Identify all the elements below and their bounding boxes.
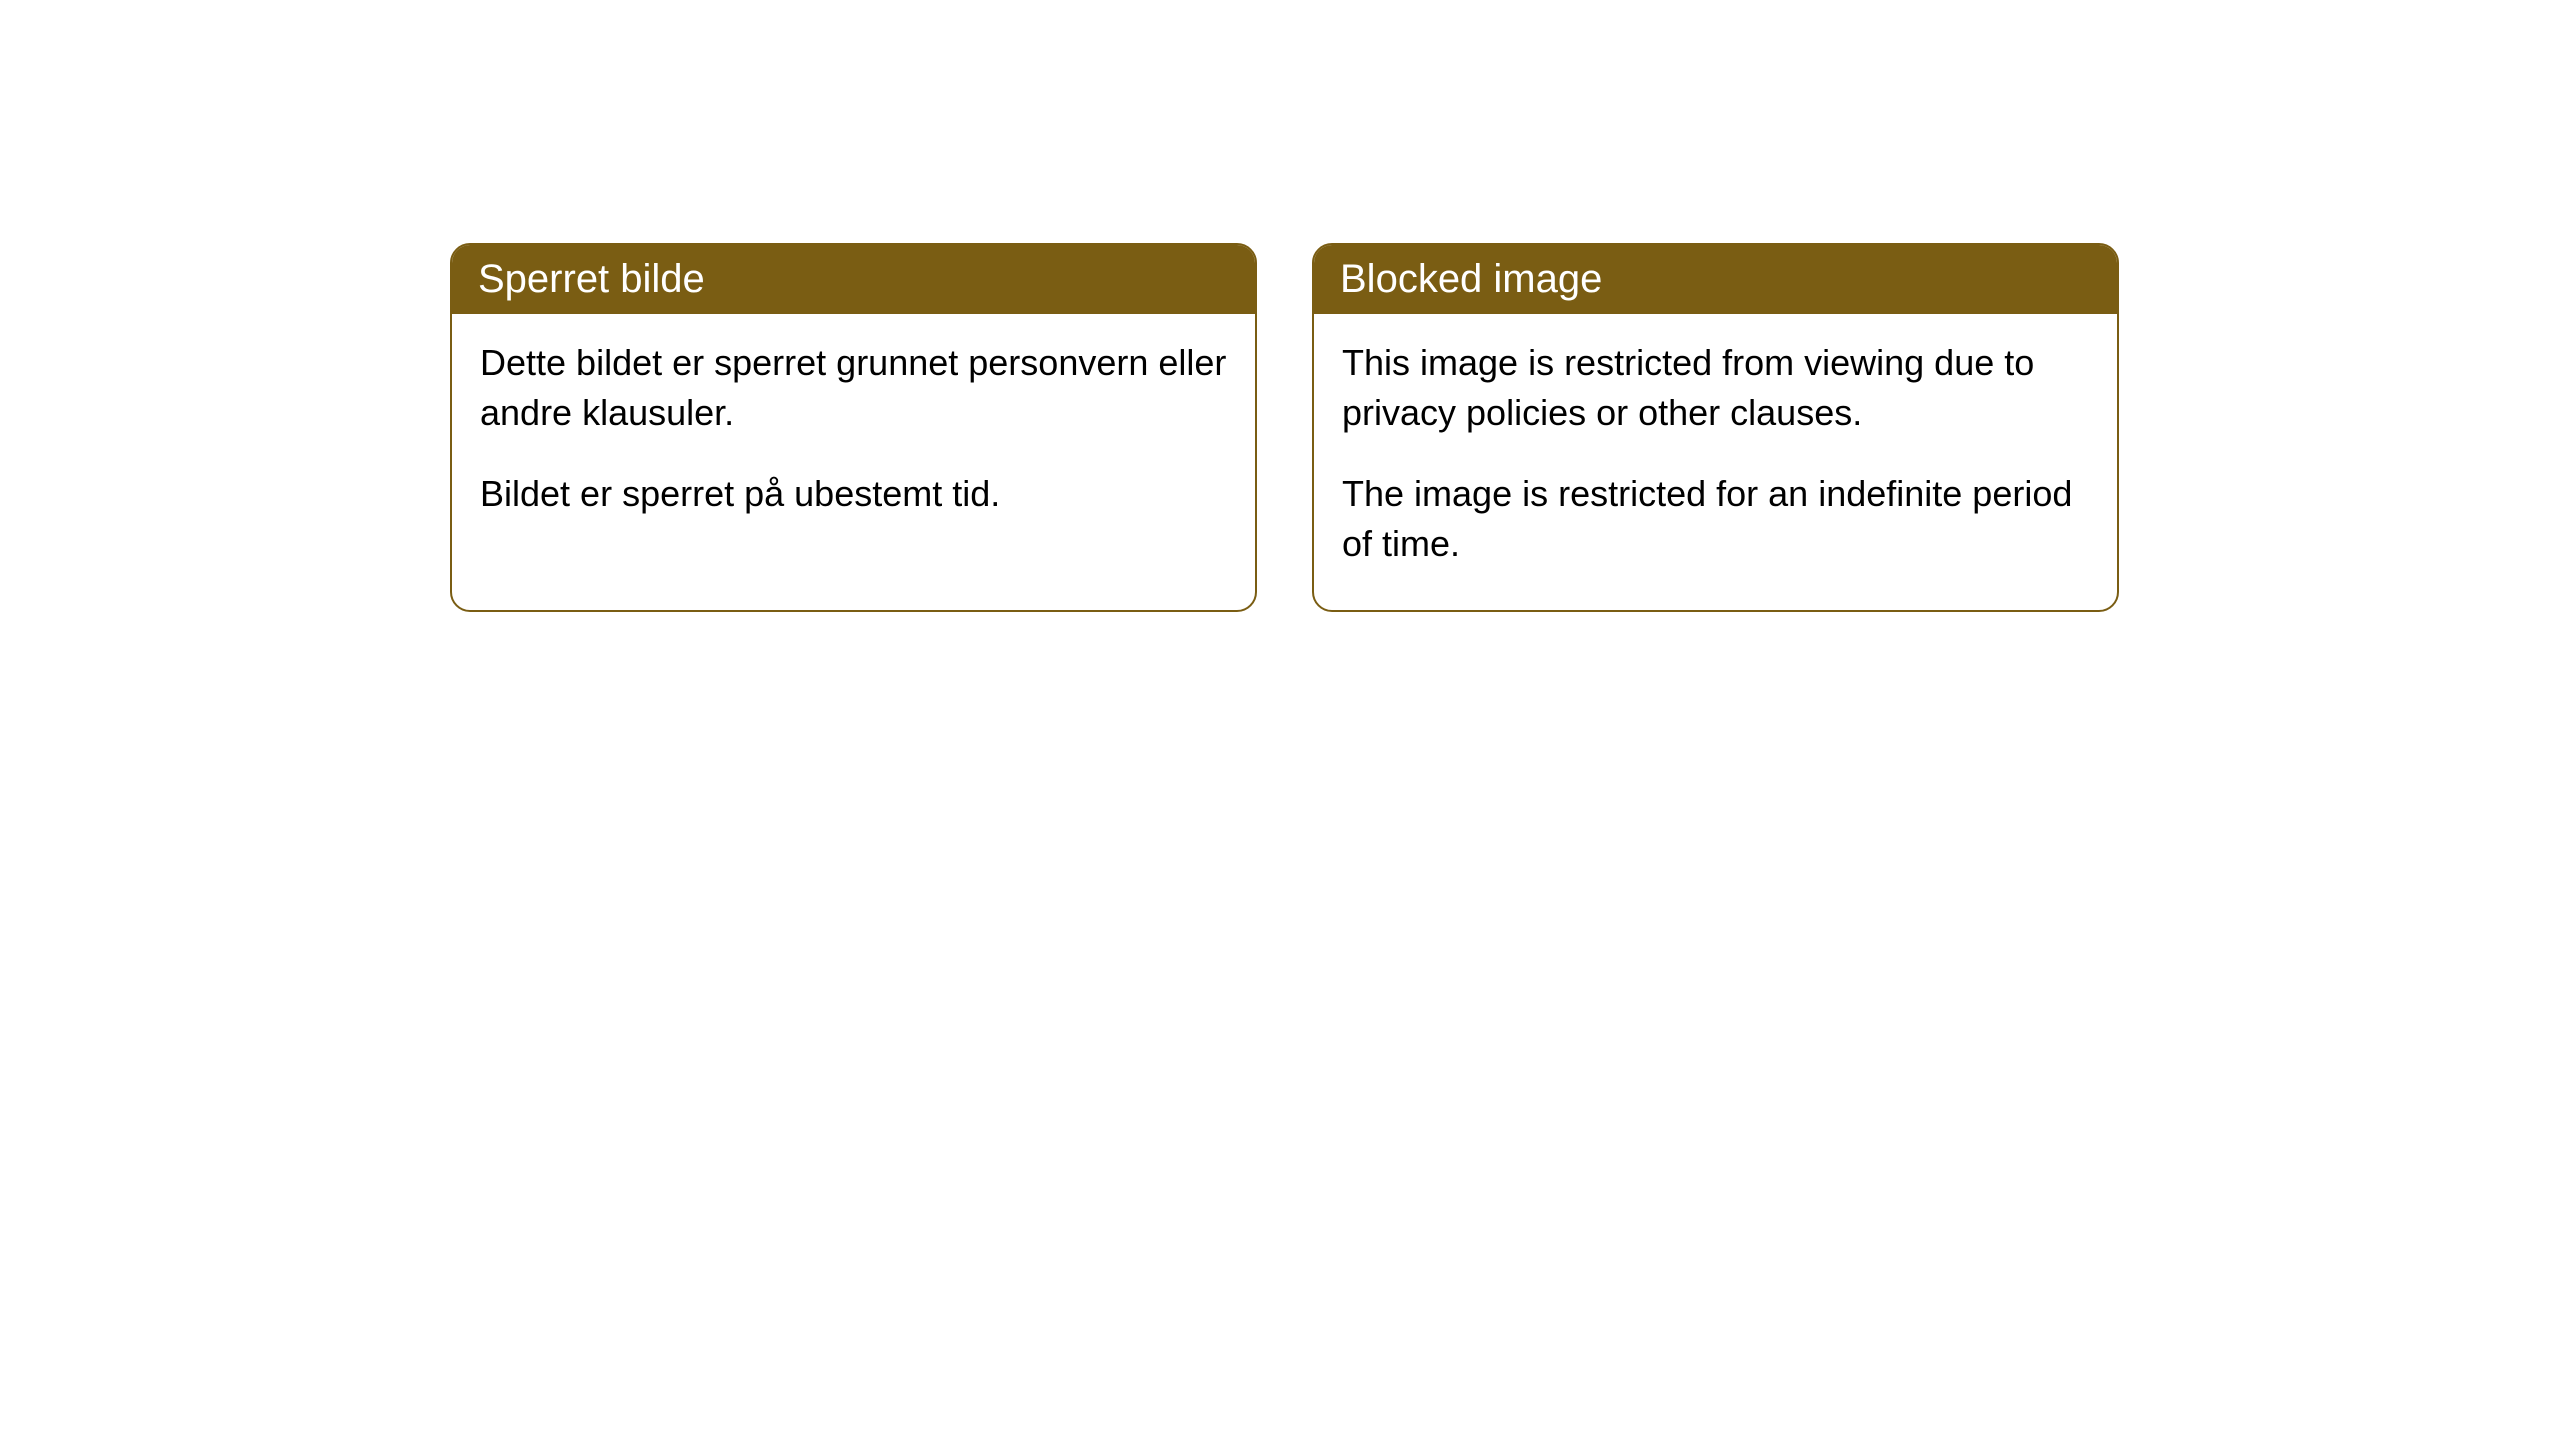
card-paragraph-english-2: The image is restricted for an indefinit… <box>1342 469 2089 570</box>
card-header-norwegian: Sperret bilde <box>452 245 1255 314</box>
blocked-image-card-norwegian: Sperret bilde Dette bildet er sperret gr… <box>450 243 1257 612</box>
blocked-image-card-english: Blocked image This image is restricted f… <box>1312 243 2119 612</box>
card-header-english: Blocked image <box>1314 245 2117 314</box>
card-paragraph-english-1: This image is restricted from viewing du… <box>1342 338 2089 439</box>
card-body-norwegian: Dette bildet er sperret grunnet personve… <box>452 314 1255 559</box>
card-paragraph-norwegian-1: Dette bildet er sperret grunnet personve… <box>480 338 1227 439</box>
card-title-norwegian: Sperret bilde <box>478 257 705 301</box>
card-body-english: This image is restricted from viewing du… <box>1314 314 2117 610</box>
card-title-english: Blocked image <box>1340 257 1602 301</box>
cards-container: Sperret bilde Dette bildet er sperret gr… <box>450 243 2119 612</box>
card-paragraph-norwegian-2: Bildet er sperret på ubestemt tid. <box>480 469 1227 519</box>
